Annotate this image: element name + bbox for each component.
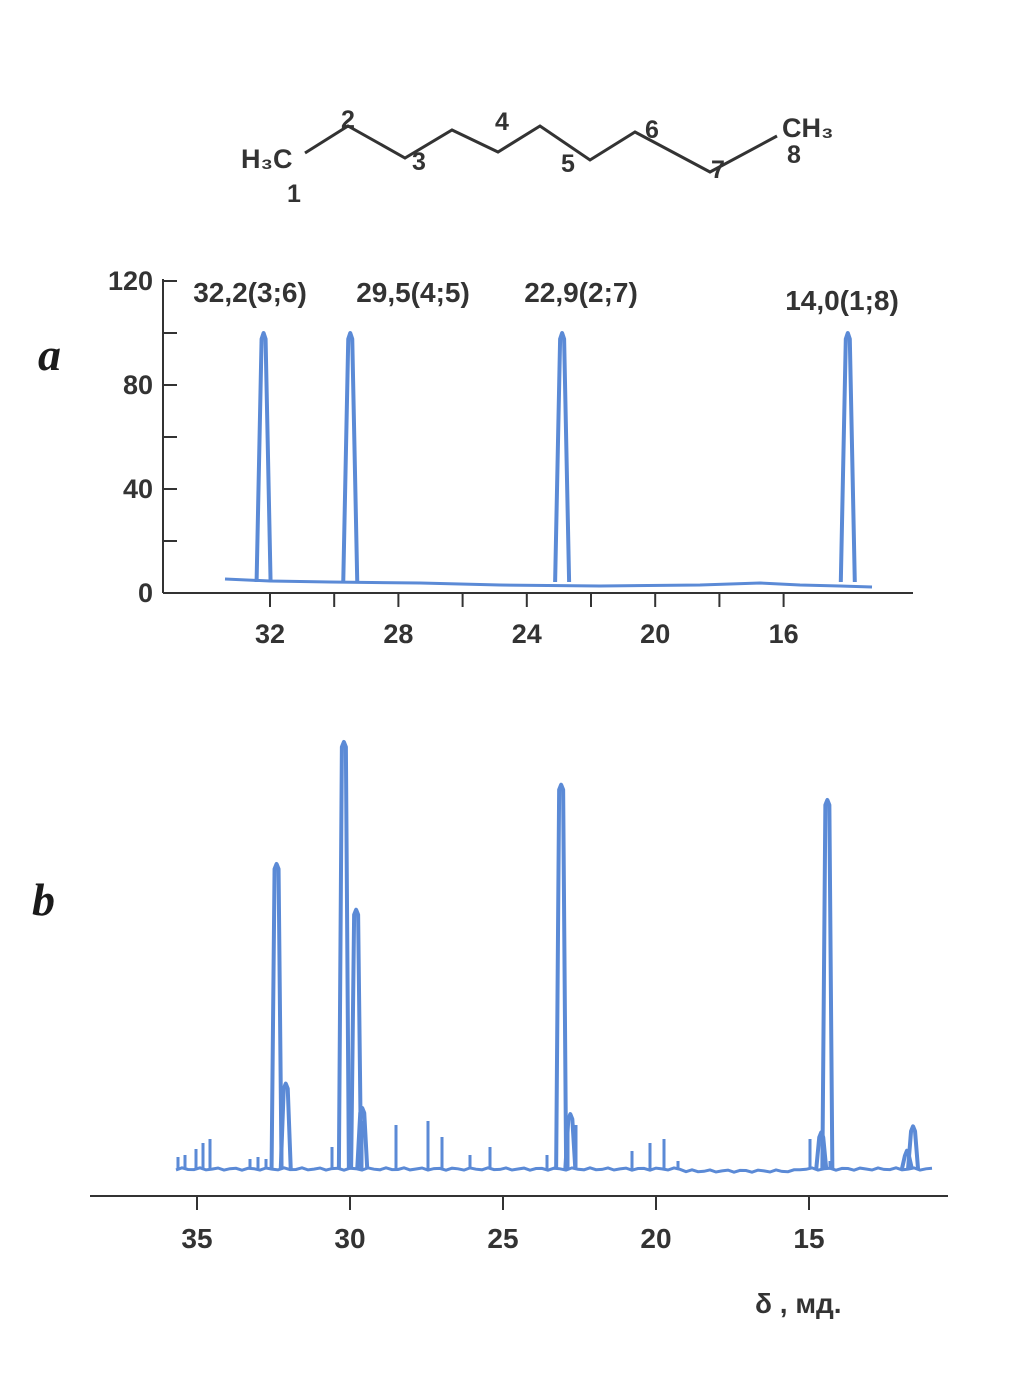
x-tick-label: 25 <box>487 1223 518 1254</box>
spectrum-b-peak <box>554 782 569 1170</box>
carbon-number-2: 2 <box>341 106 355 134</box>
spectrum-a: a 0 40 80 120 32 28 24 20 16 32,2(3;6) 29,5(4;5)… <box>38 266 913 649</box>
x-tick-label: 20 <box>640 1223 671 1254</box>
spectrum-a-baseline <box>224 577 873 589</box>
spectrum-a-peak <box>341 331 360 583</box>
carbon-number-3: 3 <box>412 148 426 176</box>
peak-label: 29,5(4;5) <box>356 277 470 308</box>
x-tick-label: 32 <box>255 619 285 649</box>
x-tick-label: 35 <box>181 1223 212 1254</box>
x-tick-label: 20 <box>640 619 670 649</box>
spectrum-a-peak <box>254 331 273 583</box>
x-tick-label: 16 <box>769 619 799 649</box>
y-tick-label: 120 <box>108 266 153 296</box>
x-tick-label: 28 <box>383 619 413 649</box>
carbon-chain <box>304 124 778 174</box>
carbon-number-4: 4 <box>495 108 509 136</box>
x-axis-label-b: δ , мд. <box>755 1288 842 1319</box>
y-tick-label: 40 <box>123 474 153 504</box>
spectrum-b-peak <box>336 740 351 1170</box>
ch3-label: CH₃ <box>782 113 833 143</box>
y-tick-label: 0 <box>138 578 153 608</box>
spectrum-b-peak <box>355 1106 370 1170</box>
spectrum-b-peak <box>278 1081 293 1170</box>
y-tick-label: 80 <box>123 370 153 400</box>
panel-label-a: a <box>38 329 61 380</box>
spectrum-b: b 35 30 25 20 15 δ , мд. <box>32 740 948 1319</box>
spectrum-a-peak <box>553 331 572 583</box>
octane-structure: H₃C CH₃ 1 2 3 4 5 6 7 8 <box>241 106 833 208</box>
x-tick-label: 15 <box>793 1223 824 1254</box>
peak-label: 22,9(2;7) <box>524 277 638 308</box>
carbon-number-8: 8 <box>787 141 801 169</box>
spectrum-b-peak <box>906 1124 921 1170</box>
spectrum-b-baseline <box>175 1166 933 1174</box>
spectrum-b-peak <box>820 797 835 1170</box>
carbon-number-6: 6 <box>645 116 659 144</box>
spectrum-b-peak <box>269 862 284 1170</box>
panel-label-b: b <box>32 874 55 925</box>
x-tick-label: 24 <box>512 619 542 649</box>
peak-label: 32,2(3;6) <box>193 277 307 308</box>
h3c-label: H₃C <box>241 144 292 174</box>
carbon-number-5: 5 <box>561 150 575 178</box>
x-tick-label: 30 <box>334 1223 365 1254</box>
spectrum-b-peak <box>899 1148 914 1170</box>
carbon-number-7: 7 <box>711 156 725 184</box>
spectrum-b-peak <box>814 1130 829 1170</box>
carbon-number-1: 1 <box>287 180 301 208</box>
spectrum-a-peak <box>838 331 857 583</box>
peak-label: 14,0(1;8) <box>785 285 899 316</box>
spectrum-b-peak <box>349 907 364 1170</box>
